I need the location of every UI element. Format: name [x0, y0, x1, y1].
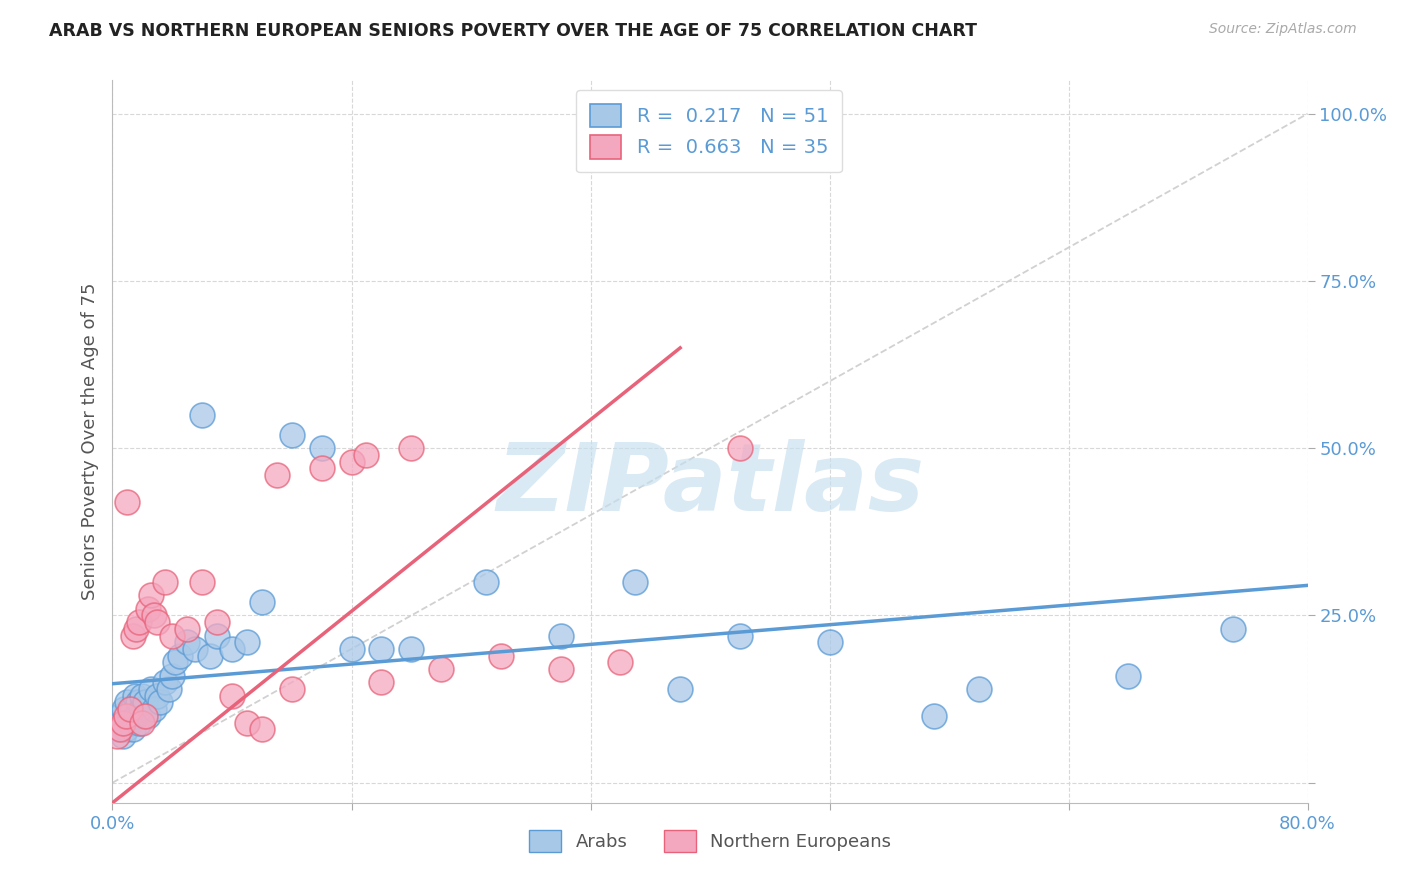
- Point: [149, 696, 172, 710]
- Point: [340, 455, 363, 469]
- Point: [153, 675, 176, 690]
- Point: [117, 494, 139, 508]
- Point: [115, 723, 138, 737]
- Point: [105, 723, 128, 737]
- Point: [141, 589, 163, 603]
- Point: [134, 696, 156, 710]
- Point: [110, 715, 132, 730]
- Point: [122, 628, 145, 642]
- Point: [162, 669, 183, 683]
- Point: [157, 681, 180, 696]
- Point: [967, 681, 990, 696]
- Point: [1118, 669, 1140, 683]
- Point: [221, 642, 243, 657]
- Point: [489, 648, 512, 663]
- Point: [281, 428, 304, 442]
- Point: [250, 595, 273, 609]
- Y-axis label: Seniors Poverty Over the Age of 75: Seniors Poverty Over the Age of 75: [80, 283, 98, 600]
- Point: [728, 442, 751, 455]
- Point: [108, 723, 131, 737]
- Point: [550, 662, 572, 676]
- Point: [311, 442, 333, 455]
- Point: [191, 408, 214, 422]
- Point: [818, 635, 841, 649]
- Point: [118, 708, 141, 723]
- Point: [128, 715, 150, 730]
- Point: [128, 615, 150, 630]
- Point: [162, 628, 183, 642]
- Point: [281, 681, 304, 696]
- Point: [550, 628, 572, 642]
- Point: [115, 708, 138, 723]
- Point: [430, 662, 453, 676]
- Point: [266, 467, 288, 482]
- Point: [370, 642, 392, 657]
- Point: [401, 442, 423, 455]
- Point: [146, 689, 169, 703]
- Point: [236, 635, 259, 649]
- Point: [134, 708, 156, 723]
- Point: [922, 708, 945, 723]
- Point: [401, 642, 423, 657]
- Point: [121, 702, 143, 716]
- Point: [311, 461, 333, 475]
- Point: [669, 681, 692, 696]
- Point: [609, 655, 631, 669]
- Point: [131, 715, 153, 730]
- Point: [176, 635, 198, 649]
- Point: [198, 648, 221, 663]
- Point: [125, 708, 148, 723]
- Point: [146, 615, 169, 630]
- Point: [138, 708, 160, 723]
- Point: [120, 702, 142, 716]
- Point: [141, 681, 163, 696]
- Point: [183, 642, 205, 657]
- Point: [370, 675, 392, 690]
- Point: [205, 628, 228, 642]
- Text: Source: ZipAtlas.com: Source: ZipAtlas.com: [1209, 22, 1357, 37]
- Point: [129, 702, 152, 716]
- Point: [117, 696, 139, 710]
- Point: [125, 622, 148, 636]
- Point: [340, 642, 363, 657]
- Point: [124, 689, 146, 703]
- Point: [122, 723, 145, 737]
- Point: [475, 575, 498, 590]
- Point: [236, 715, 259, 730]
- Point: [131, 689, 153, 703]
- Point: [143, 608, 166, 623]
- Point: [176, 622, 198, 636]
- Point: [191, 575, 214, 590]
- Point: [221, 689, 243, 703]
- Point: [356, 448, 378, 462]
- Point: [624, 575, 647, 590]
- Point: [105, 729, 128, 743]
- Point: [120, 715, 142, 730]
- Point: [169, 648, 191, 663]
- Point: [111, 715, 134, 730]
- Point: [728, 628, 751, 642]
- Legend: Arabs, Northern Europeans: Arabs, Northern Europeans: [522, 822, 898, 859]
- Point: [108, 708, 131, 723]
- Point: [1222, 622, 1244, 636]
- Point: [111, 729, 134, 743]
- Point: [250, 723, 273, 737]
- Point: [138, 602, 160, 616]
- Text: ZIPatlas: ZIPatlas: [496, 439, 924, 531]
- Point: [153, 575, 176, 590]
- Point: [165, 655, 187, 669]
- Point: [114, 702, 135, 716]
- Point: [143, 702, 166, 716]
- Point: [127, 696, 149, 710]
- Text: ARAB VS NORTHERN EUROPEAN SENIORS POVERTY OVER THE AGE OF 75 CORRELATION CHART: ARAB VS NORTHERN EUROPEAN SENIORS POVERT…: [49, 22, 977, 40]
- Point: [205, 615, 228, 630]
